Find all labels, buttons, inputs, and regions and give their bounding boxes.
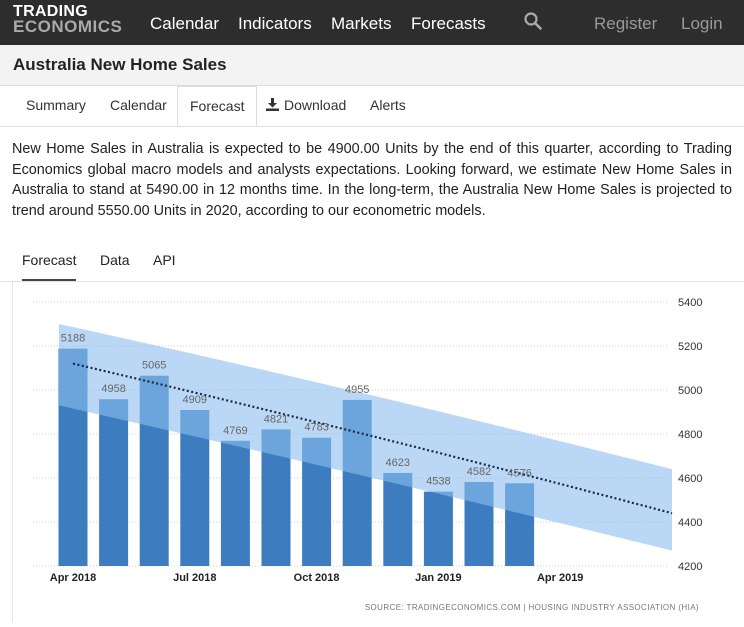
tab-download-label: Download <box>284 97 347 113</box>
tab-download[interactable]: Download <box>266 86 346 124</box>
data-label: 4821 <box>264 413 288 425</box>
nav-calendar[interactable]: Calendar <box>150 14 219 33</box>
chart-source: SOURCE: TRADINGECONOMICS.COM | HOUSING I… <box>365 603 699 612</box>
bar <box>220 440 250 566</box>
login-link[interactable]: Login <box>681 14 723 33</box>
download-icon <box>266 98 279 111</box>
x-tick-label: Apr 2018 <box>50 572 96 584</box>
subtab-data[interactable]: Data <box>100 252 130 268</box>
subtab-api[interactable]: API <box>153 252 176 268</box>
data-label: 4955 <box>345 384 369 396</box>
logo-line-1: TRADING <box>13 3 88 20</box>
y-tick-label: 4200 <box>678 561 702 573</box>
forecast-description: New Home Sales in Australia is expected … <box>12 141 732 219</box>
tab-forecast[interactable]: Forecast <box>177 86 258 126</box>
y-tick-label: 4800 <box>678 429 702 441</box>
data-label: 5065 <box>142 360 166 372</box>
bar <box>99 399 129 566</box>
bar <box>383 472 413 566</box>
search-icon[interactable] <box>523 11 543 31</box>
x-tick-label: Jan 2019 <box>415 572 461 584</box>
data-label: 4769 <box>223 425 247 437</box>
data-label: 4538 <box>426 476 450 488</box>
y-tick-label: 5000 <box>678 385 702 397</box>
tab-calendar[interactable]: Calendar <box>110 97 167 113</box>
y-tick-label: 4400 <box>678 517 702 529</box>
y-tick-label: 5200 <box>678 341 702 353</box>
bar <box>423 491 453 566</box>
trading-economics-logo[interactable]: TRADING ECONOMICS <box>13 3 123 36</box>
data-label: 4958 <box>101 383 125 395</box>
nav-markets[interactable]: Markets <box>331 14 392 33</box>
forecast-chart: 4200 4400 4600 4800 5000 5200 5400 5188 4958 5065… <box>33 297 702 612</box>
data-label: 4623 <box>386 457 410 469</box>
chart-subtabs: Forecast Data API <box>0 245 744 282</box>
x-tick-label: Apr 2019 <box>537 572 583 584</box>
y-tick-label: 5400 <box>678 297 702 309</box>
register-link[interactable]: Register <box>594 14 658 33</box>
top-navigation-bar: TRADING ECONOMICS Calendar Indicators Ma… <box>0 0 744 45</box>
tab-summary[interactable]: Summary <box>26 97 86 113</box>
data-label: 5188 <box>61 333 85 345</box>
nav-forecasts[interactable]: Forecasts <box>411 14 486 33</box>
forecast-confidence-band <box>59 324 672 551</box>
data-label: 4582 <box>467 466 491 478</box>
subtab-forecast[interactable]: Forecast <box>22 252 77 281</box>
page-title: Australia New Home Sales <box>13 55 227 74</box>
page-header: Australia New Home Sales <box>0 45 744 86</box>
data-label: 4909 <box>183 394 207 406</box>
nav-indicators[interactable]: Indicators <box>238 14 312 33</box>
forecast-trend-line <box>72 362 673 515</box>
forecast-chart-panel: 4200 4400 4600 4800 5000 5200 5400 5188 4958 5065… <box>12 282 733 622</box>
logo-line-2: ECONOMICS <box>13 17 123 36</box>
y-tick-label: 4600 <box>678 473 702 485</box>
data-label: 4576 <box>507 467 531 479</box>
section-tabs: Summary Calendar Forecast Download Alert… <box>0 86 744 127</box>
tab-alerts[interactable]: Alerts <box>370 97 406 113</box>
data-label: 4783 <box>304 422 328 434</box>
x-tick-label: Oct 2018 <box>294 572 340 584</box>
x-tick-label: Jul 2018 <box>173 572 216 584</box>
